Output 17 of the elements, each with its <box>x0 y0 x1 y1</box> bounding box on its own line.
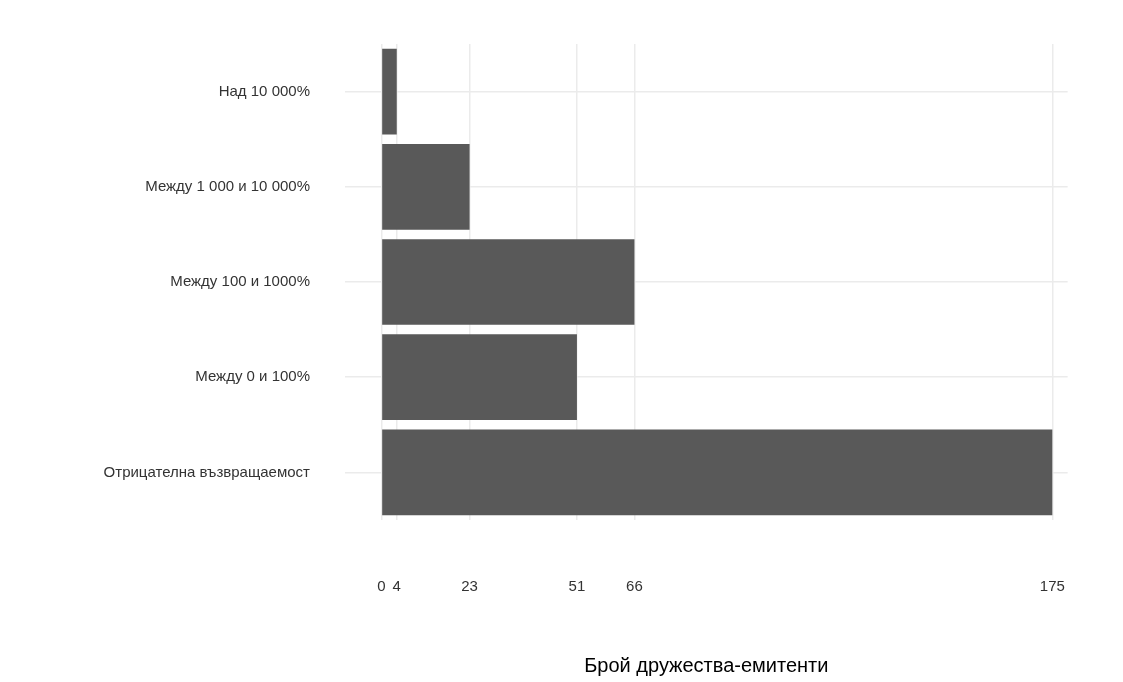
y-tick-label: Отрицателна възвращаемост <box>103 462 311 480</box>
y-tick-label: Между 100 и 1000% <box>170 272 310 290</box>
bar <box>382 143 470 230</box>
bar <box>382 48 397 135</box>
x-tick-label: 51 <box>568 577 586 595</box>
bar <box>382 334 577 421</box>
y-tick-label: Над 10 000% <box>218 81 310 99</box>
bar <box>382 239 635 325</box>
x-tick-label: 175 <box>1039 577 1065 595</box>
x-tick-label: 0 <box>377 577 386 595</box>
y-tick-label: Между 0 и 100% <box>195 367 310 385</box>
x-tick-label: 23 <box>461 577 478 595</box>
y-tick-label: Между 1 000 и 10 000% <box>145 176 310 194</box>
x-axis-title: Брой дружества-емитенти <box>584 653 829 676</box>
x-tick-label: 4 <box>392 577 401 595</box>
x-tick-label: 66 <box>626 577 643 595</box>
bar <box>382 429 1053 516</box>
